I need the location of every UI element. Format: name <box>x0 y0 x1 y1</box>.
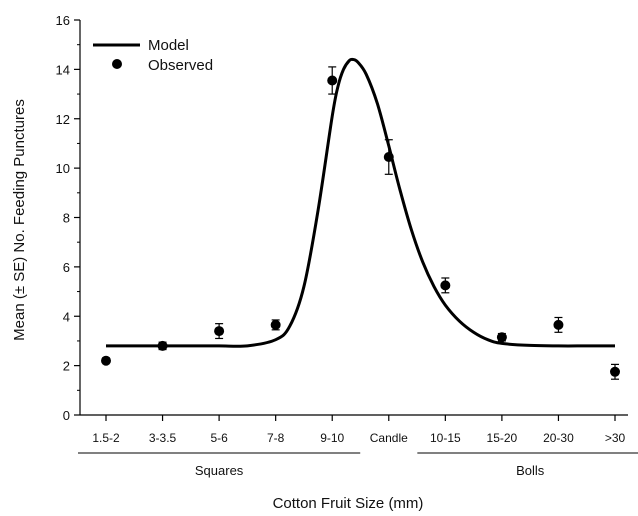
x-tick-label: 1.5-2 <box>92 431 120 445</box>
group-label: Squares <box>195 463 244 478</box>
x-tick-label: 20-30 <box>543 431 574 445</box>
y-tick-label: 12 <box>56 112 70 127</box>
y-tick-label: 8 <box>63 211 70 226</box>
x-tick-label: 15-20 <box>487 431 518 445</box>
x-tick-label: 10-15 <box>430 431 461 445</box>
observed-point <box>101 356 111 366</box>
legend-model-label: Model <box>148 37 189 54</box>
legend-observed-label: Observed <box>148 57 213 74</box>
observed-point <box>271 320 281 330</box>
observed-point <box>497 332 507 342</box>
observed-point <box>553 320 563 330</box>
observed-points-layer <box>101 67 620 379</box>
observed-point <box>214 326 224 336</box>
y-tick-label: 16 <box>56 13 70 28</box>
x-tick-label: Candle <box>370 431 408 445</box>
model-curve-layer <box>106 59 615 346</box>
observed-point <box>610 367 620 377</box>
y-tick-label: 0 <box>63 408 70 423</box>
y-tick-label: 4 <box>63 309 70 324</box>
y-axis-title: Mean (± SE) No. Feeding Punctures <box>11 99 28 341</box>
y-tick-label: 2 <box>63 359 70 374</box>
y-tick-label: 6 <box>63 260 70 275</box>
y-tick-label: 14 <box>56 62 70 77</box>
x-tick-label: 9-10 <box>320 431 344 445</box>
x-tick-label: 5-6 <box>210 431 228 445</box>
observed-point <box>440 280 450 290</box>
x-tick-label: 7-8 <box>267 431 285 445</box>
observed-point <box>384 152 394 162</box>
observed-point <box>158 341 168 351</box>
legend-observed-marker <box>112 59 122 69</box>
group-label: Bolls <box>516 463 545 478</box>
x-axis-title: Cotton Fruit Size (mm) <box>273 495 424 512</box>
x-tick-label: >30 <box>605 431 626 445</box>
axes-layer: 0 2 4 6 8 10 12 14 16 1.5-2 3-3.5 5-6 7-8 9-10 Candle 1… <box>56 13 638 478</box>
observed-point <box>327 75 337 85</box>
legend: Model Observed <box>93 37 213 74</box>
y-tick-label: 10 <box>56 161 70 176</box>
model-curve <box>106 59 615 346</box>
x-tick-label: 3-3.5 <box>149 431 177 445</box>
